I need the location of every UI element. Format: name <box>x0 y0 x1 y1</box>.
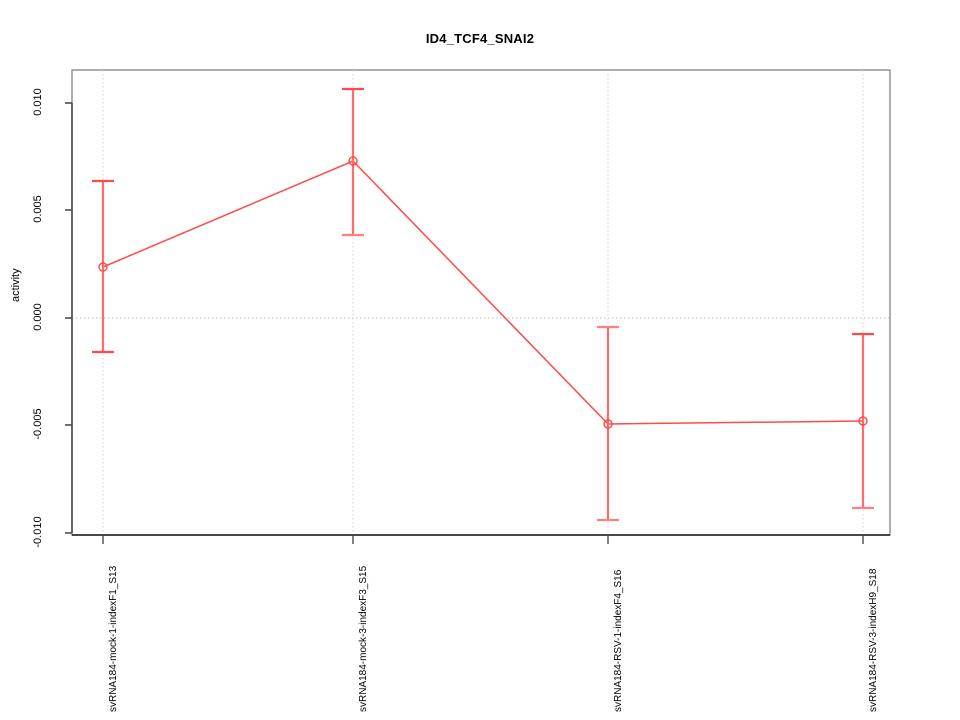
x-tick-label-1: svRNA184-mock-3-indexF3_S15 <box>358 565 369 712</box>
y-axis <box>65 102 73 534</box>
data-point <box>98 262 108 272</box>
y-tick-label-1: 0.005 <box>32 195 44 223</box>
error-bar <box>597 325 619 522</box>
plot-box <box>71 69 891 536</box>
x-tick-label-0: svRNA184-mock-1-indexF1_S13 <box>108 565 119 712</box>
error-bar <box>342 87 364 237</box>
y-tick-label-2: 0.000 <box>32 303 44 331</box>
error-bars <box>92 87 874 522</box>
series-line <box>102 160 864 425</box>
data-point <box>858 416 868 426</box>
chart-title: ID4_TCF4_SNAI2 <box>425 31 535 46</box>
data-point <box>603 419 613 429</box>
data-point <box>348 156 358 166</box>
data-points <box>98 156 868 429</box>
error-bar <box>852 332 874 510</box>
error-bar <box>92 179 114 354</box>
x-axis <box>72 534 890 544</box>
x-tick-label-2: svRNA184-RSV-1-indexF4_S16 <box>613 569 624 712</box>
y-tick-label-0: 0.010 <box>32 88 44 116</box>
x-tick-label-3: svRNA184-RSV-3-indexH9_S18 <box>868 568 879 712</box>
y-tick-label-4: -0.010 <box>32 516 44 548</box>
vertical-gridlines <box>102 70 864 535</box>
y-tick-label-3: -0.005 <box>32 408 44 440</box>
